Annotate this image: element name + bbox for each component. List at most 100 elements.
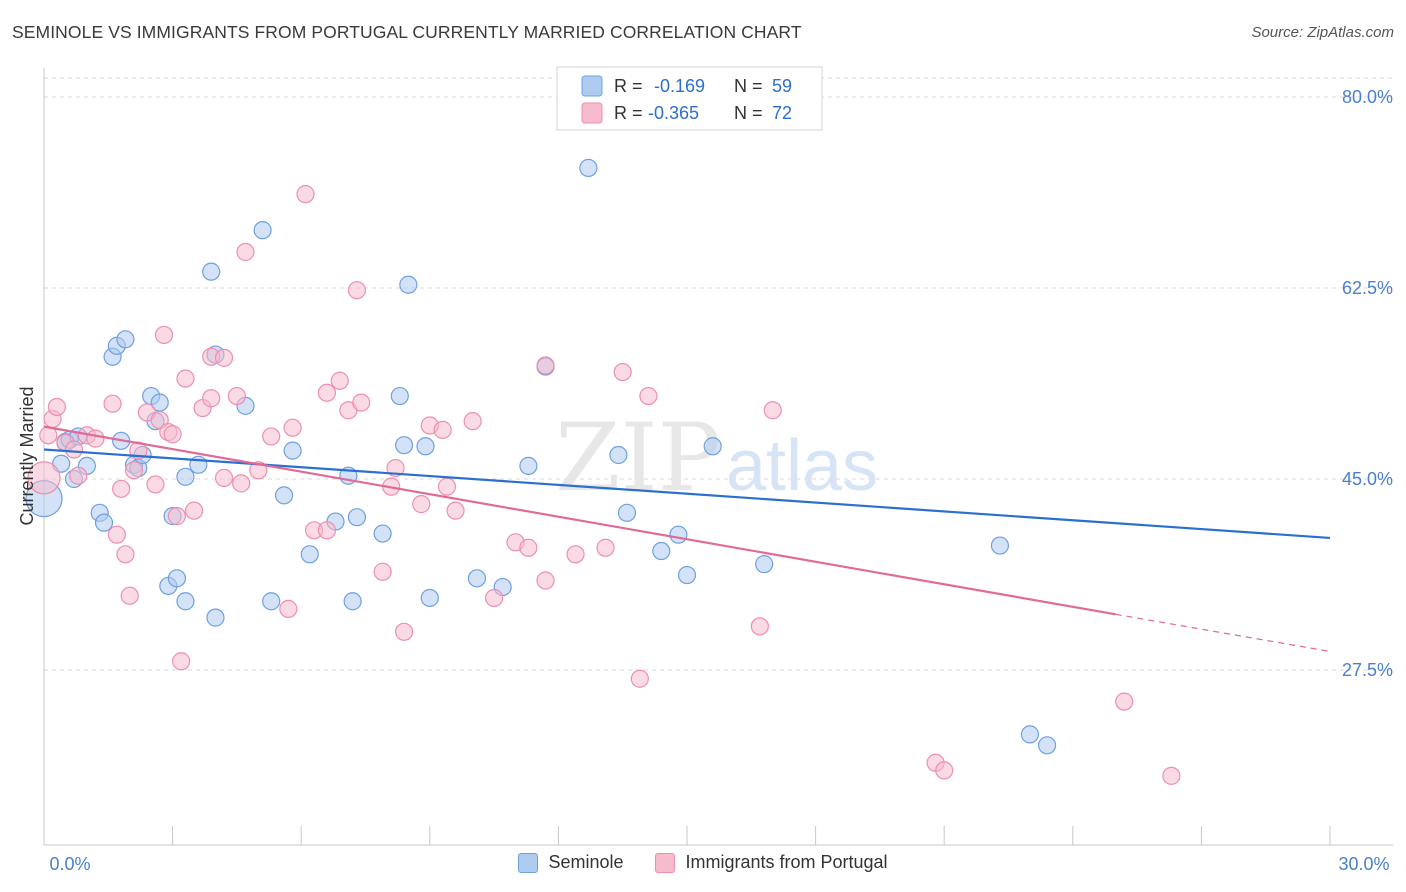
point-portugal <box>596 538 615 557</box>
y-tick-label: 80.0% <box>1342 87 1393 107</box>
point-portugal <box>116 545 135 564</box>
point-portugal <box>262 427 281 446</box>
axes <box>43 68 1393 846</box>
legend-r-value-portugal: -0.365 <box>648 103 699 123</box>
legend-item-portugal: Immigrants from Portugal <box>655 852 888 873</box>
point-seminole <box>300 545 319 564</box>
point-seminole <box>116 330 135 349</box>
legend-n-label-seminole: N = <box>734 76 763 96</box>
point-seminole <box>579 158 598 178</box>
point-portugal <box>232 474 251 493</box>
y-tick-label: 62.5% <box>1342 278 1393 298</box>
point-portugal <box>935 761 954 780</box>
point-seminole <box>176 592 195 611</box>
legend-n-label-portugal: N = <box>734 103 763 123</box>
source-credit: Source: ZipAtlas.com <box>1251 24 1394 41</box>
point-portugal <box>124 461 144 480</box>
point-portugal <box>536 356 555 375</box>
stats-legend: R = -0.169 N = 59 R = -0.365 N = 72 <box>556 66 823 131</box>
legend-item-seminole: Seminole <box>518 852 623 873</box>
trend-line-portugal-extrapolated <box>1115 613 1331 653</box>
point-portugal <box>202 389 221 408</box>
x-tick-label-min: 0.0% <box>49 854 90 874</box>
point-portugal <box>519 538 538 557</box>
point-portugal <box>163 425 182 444</box>
point-portugal <box>27 461 61 495</box>
point-portugal <box>176 369 195 388</box>
point-seminole <box>176 467 195 486</box>
point-portugal <box>154 325 174 345</box>
point-portugal <box>86 429 105 448</box>
point-portugal <box>630 669 649 688</box>
point-portugal <box>485 588 504 608</box>
point-portugal <box>763 401 782 420</box>
point-portugal <box>437 477 457 496</box>
point-portugal <box>412 495 431 514</box>
point-portugal <box>236 242 255 262</box>
point-seminole <box>467 569 487 588</box>
point-portugal <box>394 622 414 641</box>
point-portugal <box>1162 766 1181 785</box>
point-portugal <box>463 412 482 431</box>
point-seminole <box>703 437 722 456</box>
point-portugal <box>227 386 246 406</box>
point-seminole <box>617 503 637 522</box>
point-portugal <box>1115 692 1134 711</box>
point-seminole <box>202 262 221 281</box>
point-portugal <box>347 281 367 300</box>
point-portugal <box>352 393 371 412</box>
legend-swatch-portugal <box>581 102 603 124</box>
trend-line-portugal <box>43 425 1116 616</box>
legend-r-label-portugal: R = <box>614 103 643 123</box>
trend-lines <box>43 425 1331 653</box>
y-tick-labels: 80.0% 62.5% 45.0% 27.5% <box>1342 87 1393 680</box>
point-portugal <box>566 545 585 564</box>
point-portugal <box>296 185 315 204</box>
point-seminole <box>167 569 186 588</box>
point-portugal <box>146 475 165 494</box>
y-tick-label: 27.5% <box>1342 660 1393 680</box>
point-seminole <box>1037 736 1057 755</box>
point-portugal <box>317 383 337 402</box>
point-portugal <box>536 571 555 590</box>
legend-label-seminole: Seminole <box>548 852 624 872</box>
point-portugal <box>64 440 84 459</box>
point-seminole <box>609 445 628 465</box>
point-seminole <box>262 592 281 611</box>
legend-n-value-seminole: 59 <box>772 76 792 96</box>
point-portugal <box>120 586 139 605</box>
point-seminole <box>206 608 225 627</box>
point-seminole <box>94 513 114 532</box>
gridlines <box>44 77 1393 671</box>
chart-title: SEMINOLE VS IMMIGRANTS FROM PORTUGAL CUR… <box>12 22 802 42</box>
legend-label-portugal: Immigrants from Portugal <box>685 852 888 872</box>
point-portugal <box>330 371 349 390</box>
watermark-zip: ZIP <box>555 404 721 513</box>
legend-swatch-seminole-bottom <box>518 852 539 873</box>
point-seminole <box>390 386 409 406</box>
point-portugal <box>184 501 204 520</box>
point-portugal <box>279 599 298 618</box>
point-seminole <box>416 437 435 456</box>
point-portugal <box>112 479 131 498</box>
point-portugal <box>172 652 191 671</box>
series-legend: Seminole Immigrants from Portugal <box>0 852 1406 873</box>
point-portugal <box>283 418 302 437</box>
legend-swatch-seminole <box>581 75 603 97</box>
point-seminole <box>283 441 302 460</box>
point-portugal <box>750 617 769 636</box>
point-seminole <box>343 592 362 611</box>
x-tick-label-max: 30.0% <box>1338 854 1389 874</box>
point-portugal <box>214 348 234 367</box>
watermark-atlas: atlas <box>726 426 878 506</box>
point-portugal <box>214 468 234 488</box>
point-portugal <box>317 521 337 540</box>
point-seminole <box>755 555 774 574</box>
point-portugal <box>103 394 122 413</box>
point-seminole <box>274 486 294 505</box>
legend-n-value-portugal: 72 <box>772 103 792 123</box>
y-tick-label: 45.0% <box>1342 469 1393 489</box>
point-seminole <box>420 588 439 608</box>
point-portugal <box>433 420 452 439</box>
